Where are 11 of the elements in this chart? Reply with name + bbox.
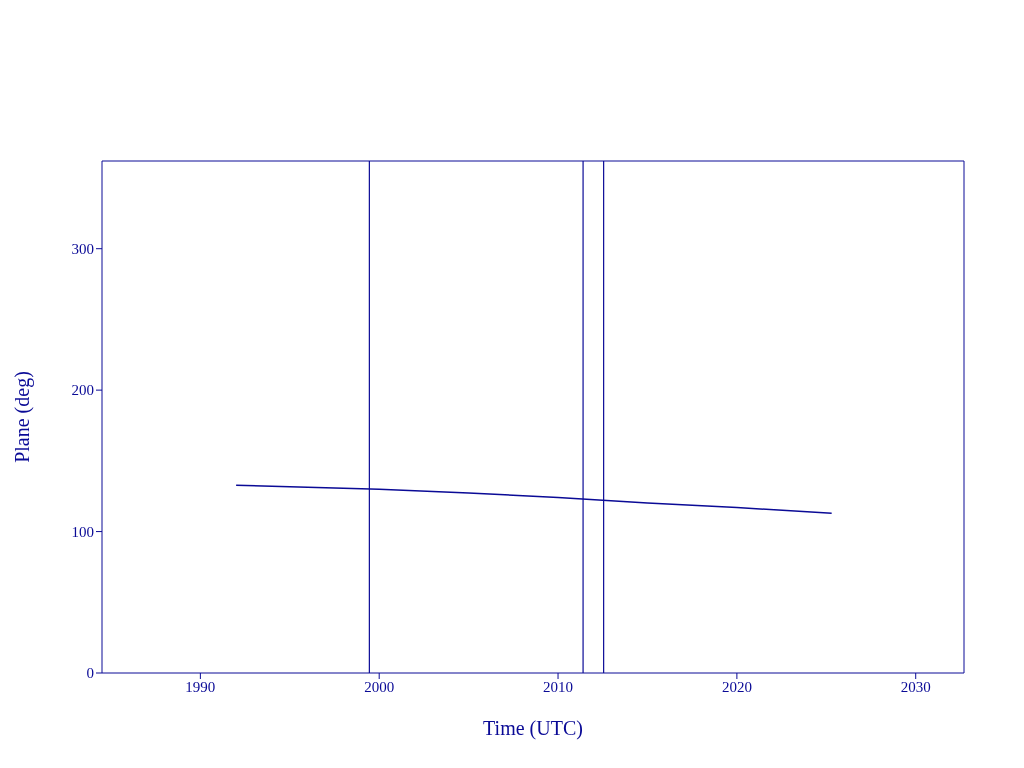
y-tick-label: 300 [71, 241, 94, 258]
x-tick-label: 1990 [185, 678, 216, 695]
y-axis-title: Plane (deg) [11, 371, 35, 463]
x-tick-label: 2030 [900, 678, 931, 695]
x-tick-label: 2020 [721, 678, 752, 695]
x-tick-label: 2000 [364, 678, 395, 695]
x-axis-title: Time (UTC) [483, 717, 583, 740]
x-tick-label: 2010 [543, 678, 574, 695]
y-tick-label: 100 [71, 523, 94, 540]
y-tick-label: 200 [71, 382, 94, 399]
y-tick-label: 0 [86, 665, 94, 682]
